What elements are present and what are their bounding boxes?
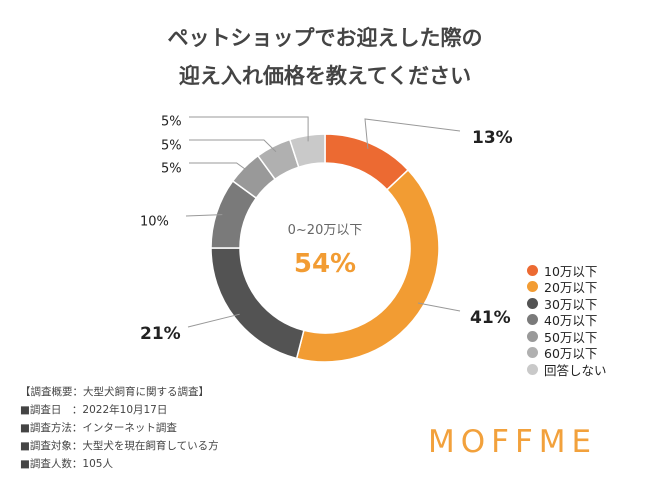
donut-slice-2 [295, 168, 440, 363]
legend-swatch-4 [527, 314, 538, 326]
survey-note-count: ■調査人数：105人 [20, 458, 113, 470]
donut-slice-7 [288, 133, 326, 169]
legend-label-5: 50万以下 [544, 329, 598, 345]
center-label: 0~20万以下 [288, 223, 363, 238]
survey-note-target: ■調査対象：大型犬を現在飼育している方 [20, 440, 219, 452]
moffme-logo: MOFFME [428, 424, 598, 460]
legend-swatch-5 [527, 330, 538, 342]
legend-swatch-1 [527, 264, 538, 276]
legend-item-2: 20万以下 [527, 279, 607, 296]
chart-subtitle: 迎え入れ価格を教えてください [178, 64, 472, 88]
data-label-3: 21% [140, 324, 181, 344]
leader-line-6 [189, 139, 277, 153]
survey-note-date: ■調査日 ：2022年10月17日 [20, 404, 168, 416]
leader-line-1 [364, 118, 461, 149]
legend-label-7: 回答しない [544, 362, 607, 378]
legend-swatch-2 [527, 281, 538, 293]
survey-note-method: ■調査方法：インターネット調査 [20, 422, 177, 434]
survey-notes: 【調査概要：大型犬飼育に関する調査】 ■調査日 ：2022年10月17日 ■調査… [20, 383, 219, 473]
leader-line-4 [185, 214, 223, 217]
data-label-6: 5% [161, 139, 182, 154]
legend-label-4: 40万以下 [544, 313, 598, 329]
chart-legend: 10万以下 20万以下 30万以下 40万以下 50万以下 60万以下 回答しない [527, 262, 607, 378]
legend-item-5: 50万以下 [527, 328, 607, 345]
data-label-5: 5% [161, 162, 182, 177]
legend-item-3: 30万以下 [527, 295, 607, 312]
leader-line-5 [189, 162, 249, 173]
donut-slice-3 [210, 247, 305, 360]
chart-title: ペットショップでお迎えした際の [167, 26, 483, 50]
legend-item-6: 60万以下 [527, 345, 607, 362]
legend-item-7: 回答しない [527, 361, 607, 378]
legend-label-3: 30万以下 [544, 296, 598, 312]
legend-item-1: 10万以下 [527, 262, 607, 279]
legend-label-6: 60万以下 [544, 346, 598, 362]
legend-swatch-6 [527, 347, 538, 359]
leader-line-2 [417, 302, 461, 312]
legend-label-2: 20万以下 [544, 280, 598, 296]
center-value: 54% [294, 249, 356, 279]
legend-swatch-3 [527, 297, 538, 309]
survey-note-heading: 【調査概要：大型犬飼育に関する調査】 [20, 386, 209, 398]
leader-line-7 [189, 116, 309, 142]
legend-swatch-7 [527, 363, 538, 375]
leader-line-3 [187, 313, 240, 328]
data-label-1: 13% [472, 128, 513, 148]
data-label-7: 5% [161, 115, 182, 130]
legend-label-1: 10万以下 [544, 263, 598, 279]
data-label-4: 10% [140, 215, 169, 230]
data-label-2: 41% [470, 308, 511, 328]
legend-item-4: 40万以下 [527, 312, 607, 329]
